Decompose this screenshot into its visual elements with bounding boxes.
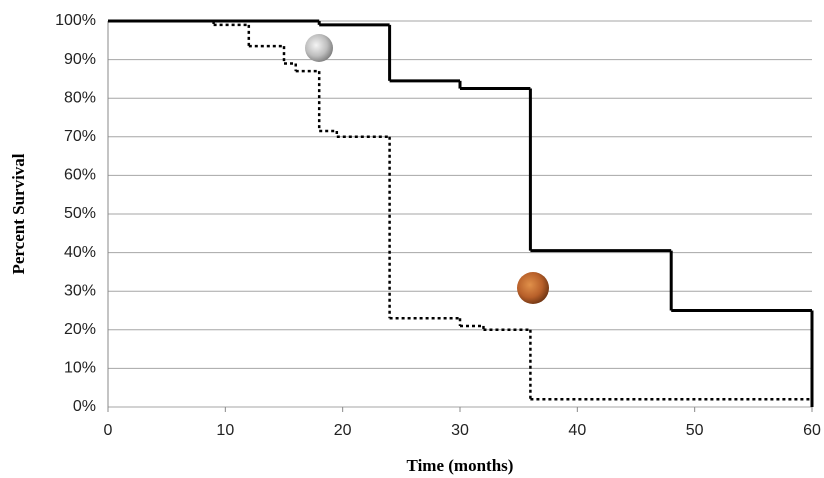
x-tick-label: 60 — [803, 422, 821, 439]
y-tick-label: 60% — [64, 167, 96, 184]
x-tick-label: 30 — [451, 422, 469, 439]
x-axis-title: Time (months) — [407, 456, 514, 475]
x-tick-label: 50 — [686, 422, 704, 439]
x-tick-label: 40 — [568, 422, 586, 439]
y-tick-label: 100% — [55, 12, 96, 29]
x-tick-label: 10 — [216, 422, 234, 439]
y-tick-label: 30% — [64, 282, 96, 299]
mars-icon — [517, 272, 549, 304]
x-tick-label: 20 — [334, 422, 352, 439]
y-tick-label: 90% — [64, 51, 96, 68]
y-tick-label: 20% — [64, 321, 96, 338]
y-tick-label: 50% — [64, 205, 96, 222]
y-axis-title: Percent Survival — [9, 153, 28, 274]
y-tick-label: 70% — [64, 128, 96, 145]
y-tick-label: 10% — [64, 360, 96, 377]
x-tick-label: 0 — [104, 422, 113, 439]
plot-lines — [108, 19, 814, 407]
y-tick-label: 80% — [64, 89, 96, 106]
y-tick-label: 40% — [64, 244, 96, 261]
axis-labels: 0% 10% 20% 30% 40% 50% 60% 70% 80% 90% 100% 0 10 20 30… — [55, 12, 821, 439]
y-tick-label: 0% — [73, 398, 96, 415]
moon-icon — [305, 34, 333, 62]
